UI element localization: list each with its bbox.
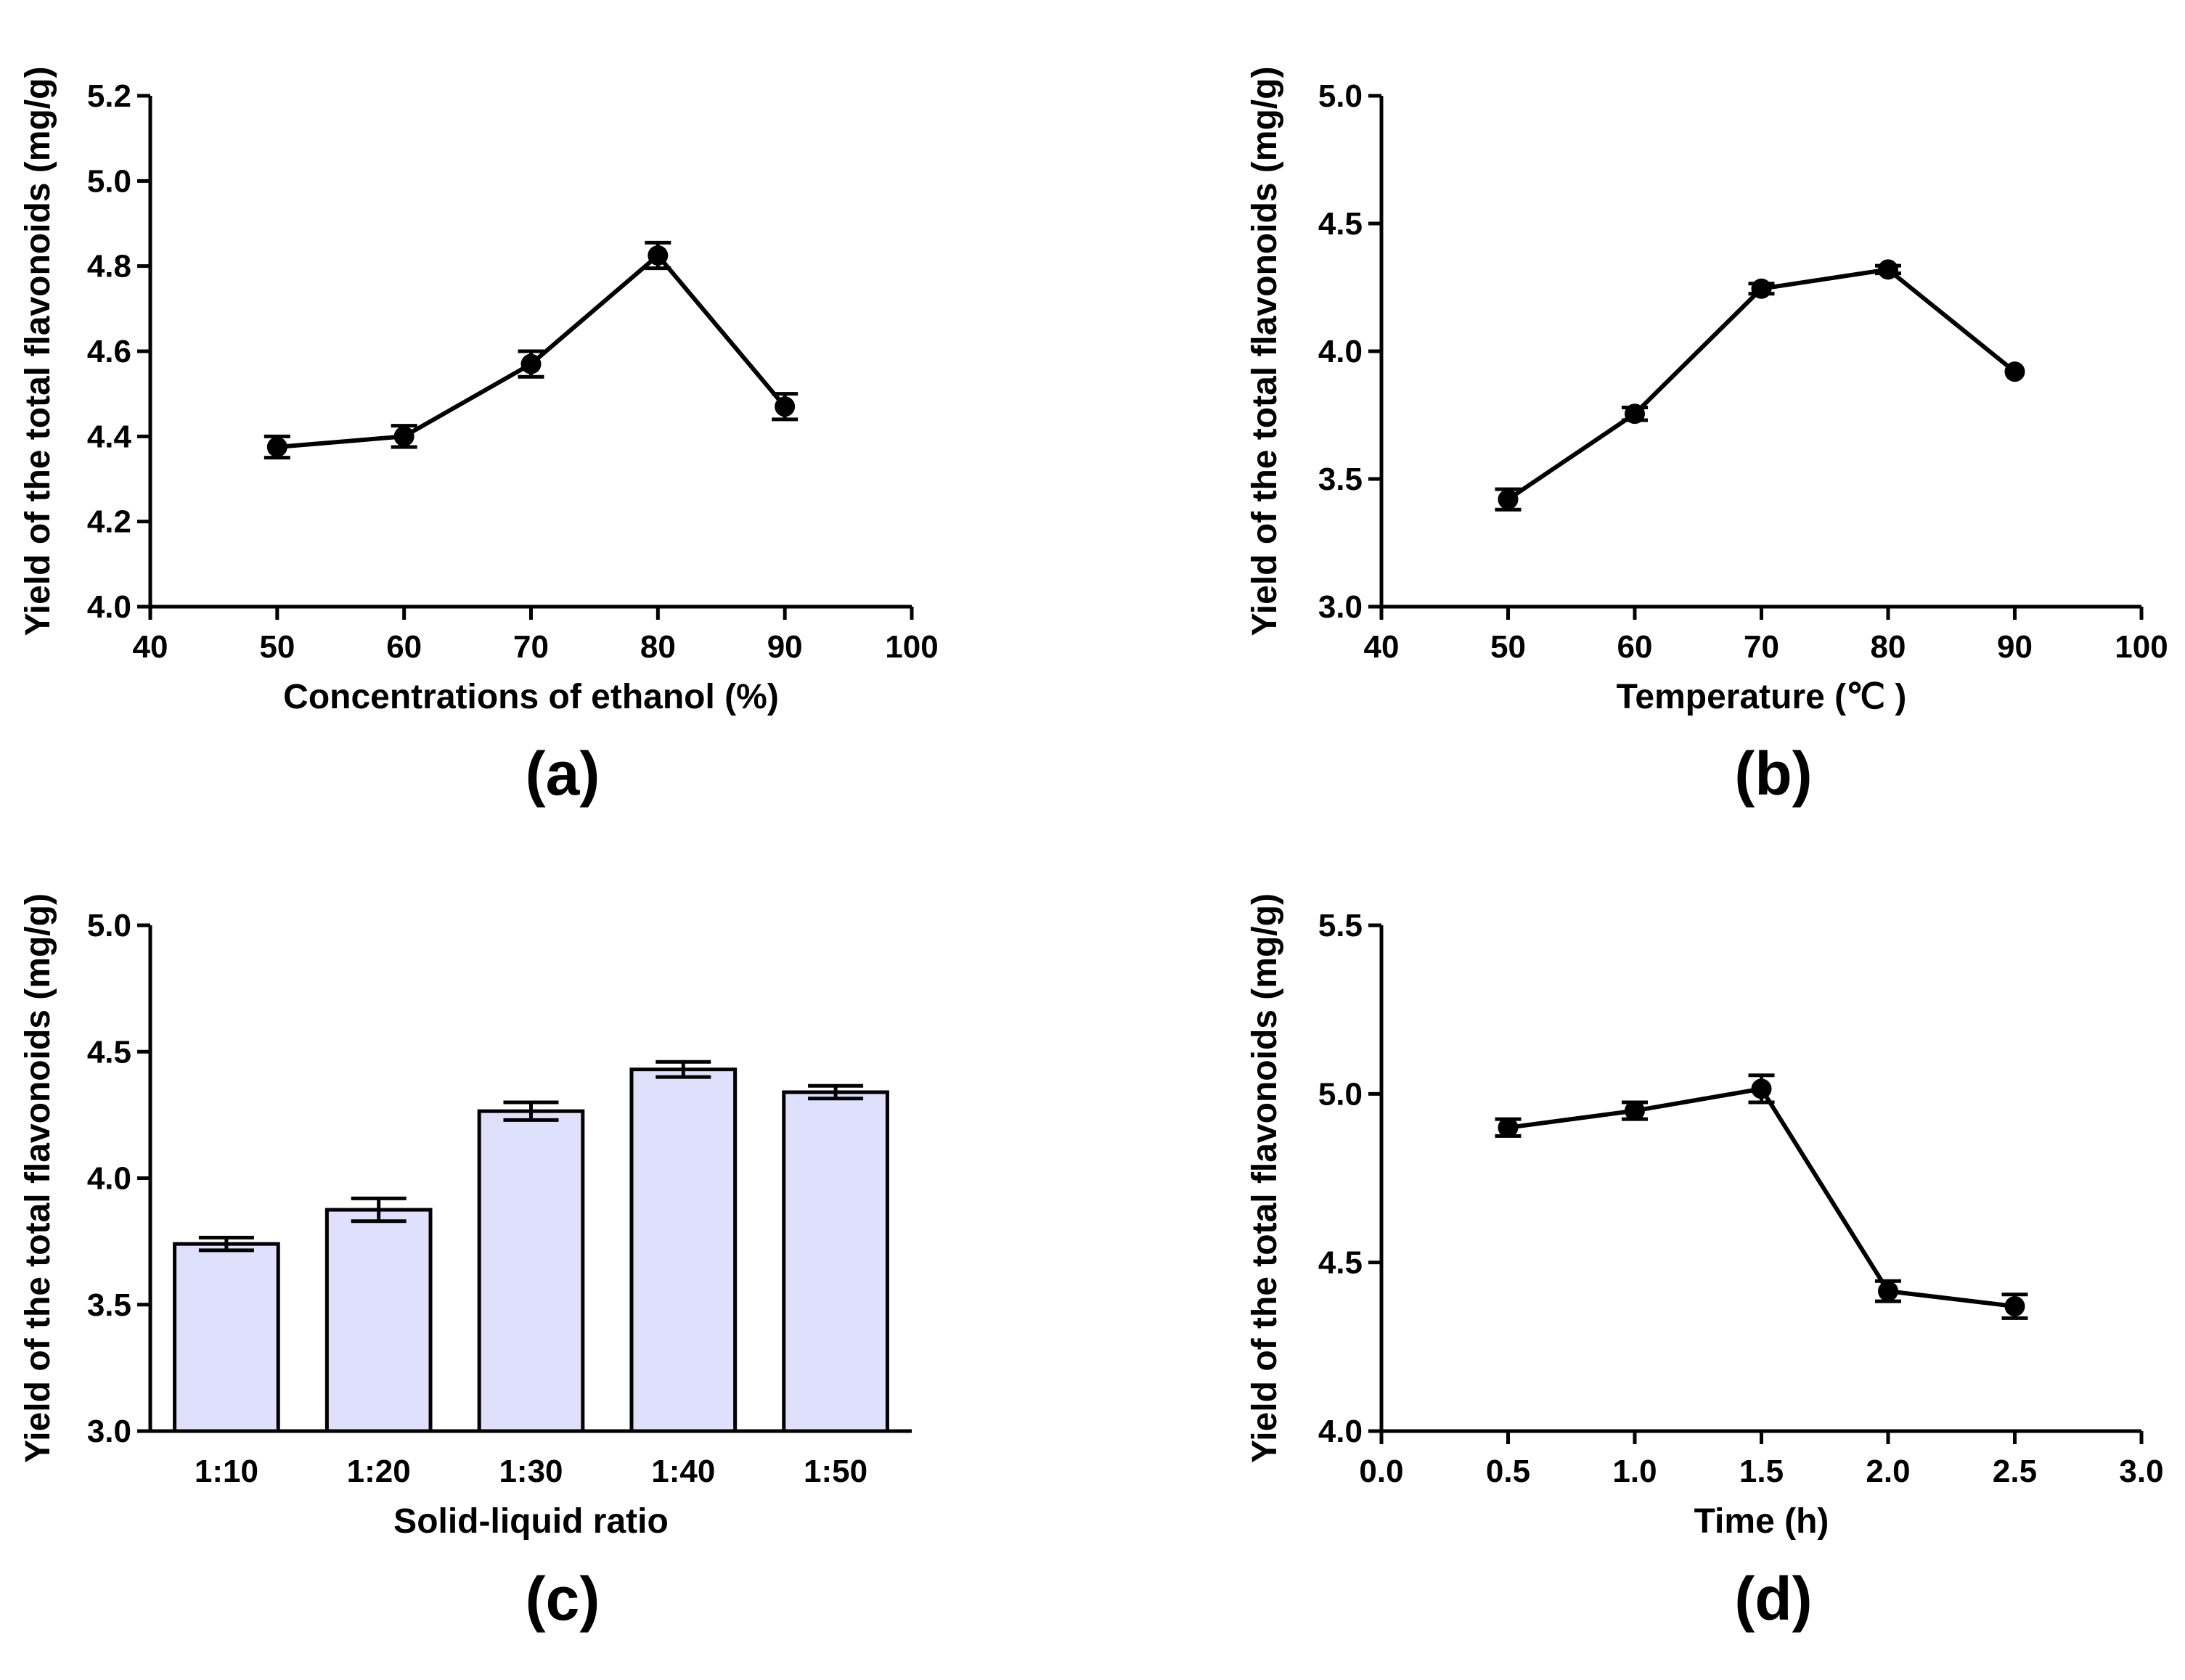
x-tick-label: 0.5 xyxy=(1486,1454,1530,1489)
data-point xyxy=(1878,1281,1898,1302)
series-line xyxy=(1506,267,2017,501)
y-tick-label: 4.2 xyxy=(87,504,131,540)
y-tick-label: 5.0 xyxy=(1318,1076,1363,1112)
x-tick-label: 80 xyxy=(1871,629,1906,665)
data-point xyxy=(1751,1078,1772,1099)
panel-label: (b) xyxy=(1734,739,1812,808)
data-point xyxy=(1498,489,1519,510)
data-point xyxy=(2004,361,2025,382)
y-tick-label: 4.6 xyxy=(87,334,131,369)
x-axis-title: Concentrations of ethanol (%) xyxy=(283,678,779,716)
x-tick-label: 100 xyxy=(885,629,938,665)
x-tick-label: 50 xyxy=(259,629,295,665)
x-tick-label: 1.5 xyxy=(1739,1454,1784,1489)
y-tick-label: 4.0 xyxy=(87,1161,131,1197)
x-axis-title: Temperature (℃ ) xyxy=(1617,678,1907,716)
y-tick-label: 5.0 xyxy=(87,163,131,199)
x-axis-title: Time (h) xyxy=(1694,1502,1829,1541)
x-tick-label: 2.0 xyxy=(1866,1454,1910,1489)
bar xyxy=(629,1068,738,1433)
series-line xyxy=(1508,1086,2015,1309)
data-point xyxy=(520,353,542,374)
x-tick-label: 1:40 xyxy=(651,1454,715,1489)
data-point xyxy=(1878,259,1898,280)
chart-panel-3: 3.0 3.5 4.0 4.5 5.0 1:10 1:20 1:30 1:40 1:50 Solid… xyxy=(19,893,912,1633)
data-point xyxy=(775,396,796,417)
y-tick-label: 4.0 xyxy=(1318,334,1363,369)
y-tick-label: 4.5 xyxy=(87,1034,131,1070)
data-point xyxy=(2004,1296,2025,1317)
x-axis-title: Solid-liquid ratio xyxy=(393,1502,669,1541)
x-tick-label: 80 xyxy=(640,629,676,665)
data-point xyxy=(266,437,287,457)
y-tick-label: 3.0 xyxy=(87,1414,131,1449)
y-tick-label: 4.8 xyxy=(87,249,131,284)
y-tick-label: 5.0 xyxy=(1318,78,1363,114)
y-axis-title: Yield of the total flavonoids (mg/g) xyxy=(19,893,57,1463)
y-axis-title: Yield of the total flavonoids (mg/g) xyxy=(1246,67,1284,636)
panel-label: (c) xyxy=(526,1565,600,1633)
x-tick-label: 1:50 xyxy=(804,1454,867,1489)
y-tick-label: 3.5 xyxy=(1318,462,1363,497)
x-tick-label: 1:10 xyxy=(195,1454,258,1489)
x-tick-label: 70 xyxy=(513,629,549,665)
data-point xyxy=(393,426,414,447)
y-tick-label: 4.0 xyxy=(87,589,131,625)
x-tick-label: 1.0 xyxy=(1612,1454,1657,1489)
x-tick-label: 70 xyxy=(1744,629,1779,665)
x-tick-label: 1:30 xyxy=(499,1454,563,1489)
chart-panel-1: 4.0 4.2 4.4 4.6 4.8 5.0 5.2 40 50 60 70 80 90 100 Conc… xyxy=(19,67,939,808)
x-tick-label: 90 xyxy=(767,629,803,665)
chart-panel-4: 4.0 4.5 5.0 5.5 0.0 0.5 1.0 1.5 2.0 2.5 3.0 Time (h… xyxy=(1246,893,2164,1633)
y-axis-title: Yield of the total flavonoids (mg/g) xyxy=(19,67,57,636)
y-tick-label: 4.5 xyxy=(1318,206,1363,242)
y-tick-label: 4.0 xyxy=(1318,1414,1363,1449)
bar xyxy=(173,1242,280,1433)
y-tick-label: 5.0 xyxy=(87,908,131,943)
x-tick-label: 40 xyxy=(133,629,168,665)
x-tick-label: 40 xyxy=(1364,629,1400,665)
x-tick-label: 60 xyxy=(1617,629,1653,665)
bar xyxy=(324,1208,433,1433)
x-tick-label: 0.0 xyxy=(1359,1454,1403,1489)
data-point xyxy=(1751,278,1772,299)
x-tick-label: 90 xyxy=(1997,629,2033,665)
data-point xyxy=(1498,1117,1519,1138)
data-point xyxy=(648,245,669,266)
bar xyxy=(782,1090,889,1433)
chart-panel-2: 3.0 3.5 4.0 4.5 5.0 40 50 60 70 80 90 100 Temperatur… xyxy=(1246,67,2168,808)
x-tick-label: 100 xyxy=(2115,629,2168,665)
y-tick-label: 3.0 xyxy=(1318,589,1363,625)
y-axis-title: Yield of the total flavonoids (mg/g) xyxy=(1246,893,1284,1463)
data-point xyxy=(1625,1100,1645,1121)
data-point xyxy=(1625,403,1645,425)
x-tick-label: 60 xyxy=(386,629,422,665)
x-tick-label: 2.5 xyxy=(1993,1454,2037,1489)
x-tick-label: 50 xyxy=(1490,629,1526,665)
y-tick-label: 5.2 xyxy=(87,78,131,114)
y-tick-label: 3.5 xyxy=(87,1287,131,1323)
bar xyxy=(477,1109,585,1433)
y-tick-label: 5.5 xyxy=(1318,908,1363,943)
y-tick-label: 4.5 xyxy=(1318,1245,1363,1281)
panel-label: (d) xyxy=(1734,1565,1812,1633)
x-tick-label: 1:20 xyxy=(347,1454,411,1489)
panel-label: (a) xyxy=(526,739,600,808)
y-tick-label: 4.4 xyxy=(87,419,132,454)
x-tick-label: 3.0 xyxy=(2119,1454,2163,1489)
